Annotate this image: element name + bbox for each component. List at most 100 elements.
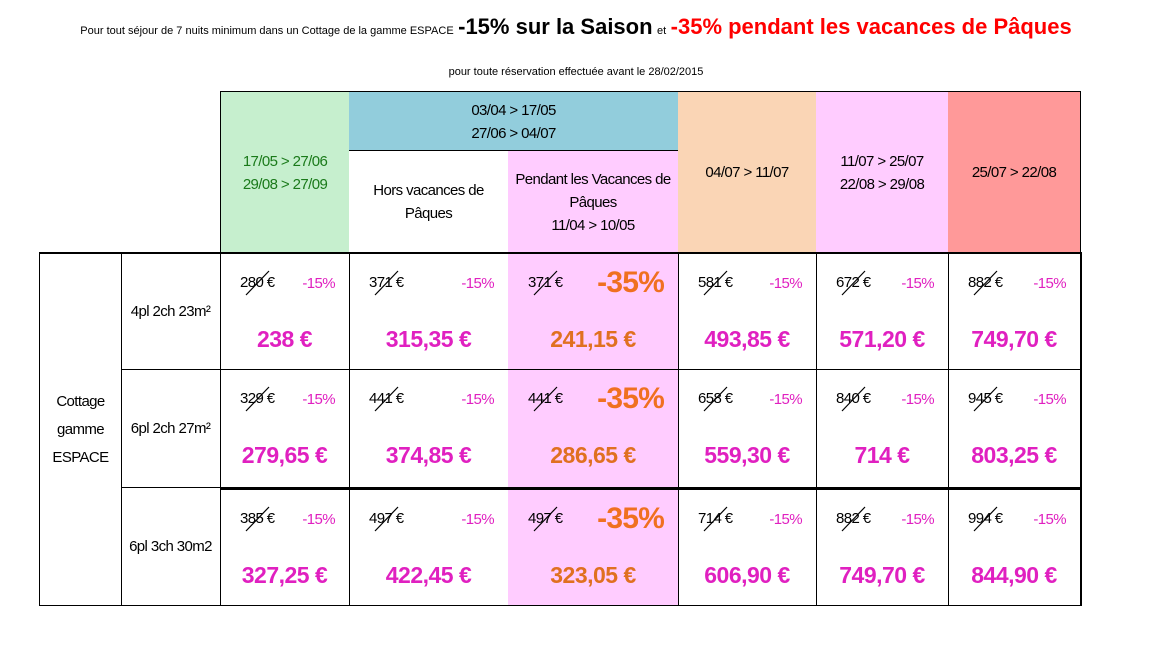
header-group-line2: 27/06 > 04/07: [471, 124, 556, 142]
header-period-6: 25/07 > 22/08: [948, 91, 1081, 253]
discount-badge: -15%: [302, 511, 335, 528]
discounted-price: 606,90 €: [704, 562, 790, 588]
header-period-4-line1: 04/07 > 11/07: [705, 164, 789, 181]
category-line2: gamme: [56, 420, 105, 438]
old-price: 882 €: [968, 270, 1003, 296]
old-price-text: 280 €: [240, 274, 275, 291]
header-easter-line3: 11/04 > 10/05: [551, 216, 635, 234]
discounted-price: 279,65 €: [241, 442, 328, 468]
header-off-easter-line1: Hors vacances de: [373, 182, 484, 199]
old-price-text: 497 €: [528, 510, 563, 527]
discount-badge: -15%: [901, 511, 934, 528]
header-off-easter: Hors vacances de Pâques: [349, 150, 509, 253]
header-easter-line1: Pendant les Vacances de: [515, 170, 671, 188]
discounted-price: 844,90 €: [971, 562, 1057, 588]
discount-badge: -15%: [901, 275, 934, 292]
category-line1: Cottage: [56, 392, 105, 410]
discounted-price: 749,70 €: [971, 326, 1057, 352]
price-cell: 371 € -35% 241,15 €: [508, 252, 679, 370]
old-price-text: 882 €: [968, 274, 1003, 291]
discounted-price: 749,70 €: [839, 562, 925, 588]
price-cell: 840 € -15% 714 €: [816, 370, 949, 488]
discount-badge: -15%: [1033, 275, 1066, 292]
price-cell: 672 € -15% 571,20 €: [816, 252, 949, 370]
header-period-5-line2: 22/08 > 29/08: [839, 175, 925, 193]
old-price-text: 371 €: [528, 274, 563, 291]
price-cell: 371 € -15% 315,35 €: [349, 252, 509, 370]
old-price: 994 €: [968, 506, 1003, 532]
row-label: 6pl 2ch 27m²: [121, 370, 221, 488]
price-cell: 882 € -15% 749,70 €: [948, 252, 1082, 370]
discount-badge: -15%: [461, 391, 494, 408]
row-label: 6pl 3ch 30m2: [121, 488, 221, 606]
discount-badge: -15%: [461, 275, 494, 292]
old-price-text: 945 €: [968, 390, 1003, 407]
old-price-text: 840 €: [836, 390, 871, 407]
discount-badge: -15%: [461, 511, 494, 528]
discounted-price: 286,65 €: [550, 442, 636, 468]
discounted-price: 803,25 €: [971, 442, 1057, 468]
discounted-price: 559,30 €: [704, 442, 790, 468]
discounted-price: 238 €: [256, 326, 313, 352]
header-group-line1: 03/04 > 17/05: [471, 101, 556, 119]
discount-badge: -35%: [597, 382, 665, 415]
old-price: 441 €: [528, 386, 563, 412]
headline-offer-season: -15% sur la Saison: [458, 14, 653, 39]
old-price: 371 €: [528, 270, 563, 296]
price-cell: 329 € -15% 279,65 €: [220, 370, 350, 488]
price-cell: 497 € -35% 323,05 €: [508, 488, 679, 606]
header-group-midseason: 03/04 > 17/05 27/06 > 04/07: [349, 91, 679, 151]
discounted-price: 714 €: [854, 442, 910, 468]
old-price: 945 €: [968, 386, 1003, 412]
discounted-price: 493,85 €: [704, 326, 790, 352]
header-period-5: 11/07 > 25/07 22/08 > 29/08: [816, 91, 949, 253]
old-price-text: 658 €: [698, 390, 733, 407]
price-cell: 385 € -15% 327,25 €: [220, 488, 350, 606]
old-price: 672 €: [836, 270, 871, 296]
discounted-price: 327,25 €: [241, 562, 328, 588]
price-cell: 581 € -15% 493,85 €: [678, 252, 817, 370]
header-period-6-line1: 25/07 > 22/08: [971, 164, 1057, 181]
old-price-text: 714 €: [698, 510, 733, 527]
old-price: 385 €: [240, 506, 275, 532]
discount-badge: -15%: [302, 275, 335, 292]
headline: Pour tout séjour de 7 nuits minimum dans…: [0, 14, 1152, 40]
price-cell: 441 € -15% 374,85 €: [349, 370, 509, 488]
deadline-note: pour toute réservation effectuée avant l…: [448, 66, 704, 78]
header-period-5-line1: 11/07 > 25/07: [840, 152, 924, 170]
headline-intro: Pour tout séjour de 7 nuits minimum dans…: [80, 25, 454, 37]
discount-badge: -35%: [597, 266, 665, 299]
discount-badge: -15%: [769, 275, 802, 292]
old-price: 497 €: [369, 506, 404, 532]
old-price: 329 €: [240, 386, 275, 412]
header-period-1-line2: 29/08 > 27/09: [242, 175, 328, 193]
header-period-4: 04/07 > 11/07: [678, 91, 817, 253]
old-price: 441 €: [369, 386, 404, 412]
old-price-text: 497 €: [369, 510, 404, 527]
discounted-price: 241,15 €: [550, 326, 636, 352]
old-price-text: 329 €: [240, 390, 275, 407]
row-label-text: 4pl 2ch 23m²: [130, 302, 211, 320]
discounted-price: 422,45 €: [385, 562, 472, 588]
price-cell: 658 € -15% 559,30 €: [678, 370, 817, 488]
category-label: Cottage gamme ESPACE: [39, 252, 122, 606]
old-price: 371 €: [369, 270, 404, 296]
old-price: 840 €: [836, 386, 871, 412]
price-cell: 945 € -15% 803,25 €: [948, 370, 1082, 488]
row-label: 4pl 2ch 23m²: [121, 252, 221, 370]
price-cell: 994 € -15% 844,90 €: [948, 488, 1082, 606]
row-label-text: 6pl 2ch 27m²: [130, 419, 211, 437]
discount-badge: -15%: [901, 391, 934, 408]
old-price: 658 €: [698, 386, 733, 412]
price-cell: 714 € -15% 606,90 €: [678, 488, 817, 606]
header-period-1-line1: 17/05 > 27/06: [242, 152, 328, 170]
discounted-price: 374,85 €: [385, 442, 472, 468]
discounted-price: 323,05 €: [550, 562, 636, 588]
price-cell: 882 € -15% 749,70 €: [816, 488, 949, 606]
price-cell: 280 € -15% 238 €: [220, 252, 350, 370]
old-price: 714 €: [698, 506, 733, 532]
old-price: 280 €: [240, 270, 275, 296]
old-price: 497 €: [528, 506, 563, 532]
old-price-text: 581 €: [698, 274, 733, 291]
headline-connector: et: [657, 25, 667, 37]
